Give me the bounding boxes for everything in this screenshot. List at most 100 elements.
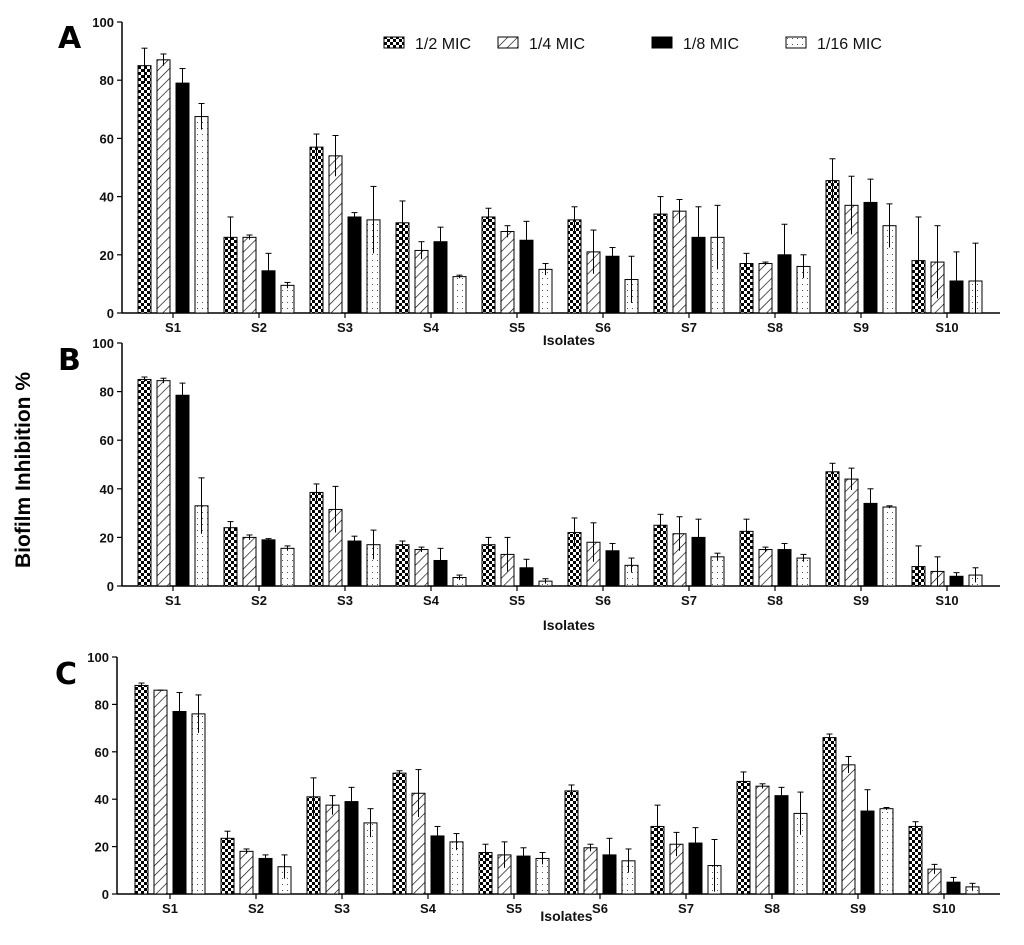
- bar-s3-hatch: [325, 804, 340, 895]
- x-tick-label: S4: [420, 901, 437, 916]
- legend-label: 1/2 MIC: [415, 36, 471, 53]
- x-axis-label: Isolates: [543, 617, 595, 633]
- legend-swatch: [497, 36, 519, 49]
- x-tick-label: S10: [932, 901, 955, 916]
- legend-swatch: [383, 36, 405, 49]
- legend: 1/2 MIC 1/4 MIC 1/8 MIC 1/16 MIC: [383, 36, 882, 53]
- panel-letter: B: [58, 343, 81, 378]
- legend-item-dots: 1/16 MIC: [785, 36, 882, 53]
- y-tick-label: 80: [100, 385, 114, 400]
- y-tick-label: 40: [100, 190, 114, 205]
- panel-letter: A: [58, 21, 82, 56]
- bar-s1-hatch: [156, 59, 171, 314]
- y-tick-label: 100: [92, 336, 114, 351]
- x-tick-label: S2: [251, 320, 267, 335]
- y-tick-label: 0: [107, 579, 114, 594]
- bar-s2-solid: [258, 857, 273, 895]
- legend-item-hatch: 1/4 MIC: [497, 36, 585, 53]
- bar-s8-solid: [774, 795, 789, 895]
- bar-s1-checker: [137, 378, 152, 587]
- x-tick-label: S2: [251, 593, 267, 608]
- bar-s1-solid: [175, 394, 190, 587]
- bar-s4-checker: [392, 772, 407, 895]
- x-tick-label: S7: [681, 593, 697, 608]
- bar-s6-checker: [567, 219, 582, 314]
- bar-s2-solid: [261, 539, 276, 587]
- bar-s8-dots: [796, 557, 811, 587]
- x-tick-label: S9: [853, 593, 869, 608]
- legend-swatch: [651, 36, 673, 49]
- bar-s4-dots: [452, 276, 467, 314]
- legend-item-checker: 1/2 MIC: [383, 36, 471, 53]
- x-tick-label: S10: [935, 320, 958, 335]
- bar-s2-hatch: [242, 536, 257, 587]
- legend-label: 1/16 MIC: [817, 36, 882, 53]
- legend-swatch: [785, 36, 807, 49]
- x-tick-label: S3: [337, 593, 353, 608]
- legend-label: 1/4 MIC: [529, 36, 585, 53]
- y-tick-label: 40: [100, 482, 114, 497]
- bar-s9-dots: [882, 506, 897, 587]
- bar-s2-hatch: [242, 236, 257, 314]
- bar-s7-dots: [710, 556, 725, 587]
- y-tick-label: 0: [107, 306, 114, 321]
- bar-s1-dots: [194, 116, 209, 314]
- bar-s3-solid: [347, 540, 362, 587]
- bar-s2-checker: [223, 527, 238, 587]
- bar-s9-hatch: [844, 478, 859, 587]
- y-axis-label: Biofilm Inhibition %: [12, 372, 35, 568]
- x-tick-label: S6: [592, 901, 608, 916]
- bar-s5-dots: [538, 268, 553, 314]
- y-tick-label: 100: [92, 15, 114, 30]
- bar-s3-solid: [347, 216, 362, 314]
- x-tick-label: S4: [423, 320, 440, 335]
- bar-s1-checker: [137, 65, 152, 314]
- bar-s6-checker: [564, 790, 579, 895]
- x-tick-label: S5: [506, 901, 522, 916]
- y-tick-label: 60: [100, 433, 114, 448]
- x-tick-label: S5: [509, 320, 525, 335]
- x-tick-label: S5: [509, 593, 525, 608]
- x-tick-label: S1: [162, 901, 178, 916]
- legend-label: 1/8 MIC: [683, 36, 739, 53]
- x-axis-label: Isolates: [543, 332, 595, 348]
- bar-s1-dots: [191, 713, 206, 895]
- x-tick-label: S9: [850, 901, 866, 916]
- bar-s2-dots: [280, 284, 295, 314]
- bar-s4-checker: [395, 544, 410, 587]
- bar-s8-checker: [736, 780, 751, 895]
- bar-s1-solid: [172, 711, 187, 895]
- y-tick-label: 100: [87, 650, 109, 665]
- y-tick-label: 60: [100, 131, 114, 146]
- bar-s5-checker: [481, 216, 496, 314]
- bar-s3-hatch: [328, 155, 343, 314]
- panel-c: C 0 20 40 60 80 100 S1 S2 S3 S4 S5 S6 S7 S8 S9 S10 Isolat…: [55, 650, 1000, 924]
- bar-s2-checker: [220, 837, 235, 895]
- bar-s4-hatch: [414, 249, 429, 314]
- bar-s2-hatch: [239, 850, 254, 895]
- bar-s1-hatch: [153, 689, 168, 895]
- bar-s3-checker: [309, 146, 324, 314]
- bar-s4-hatch: [414, 549, 429, 587]
- panel-letter: C: [55, 657, 77, 692]
- bar-s3-checker: [309, 491, 324, 587]
- y-tick-label: 40: [95, 792, 109, 807]
- bar-s6-hatch: [583, 847, 598, 895]
- x-tick-label: S2: [248, 901, 264, 916]
- bar-s7-hatch: [672, 210, 687, 314]
- bar-s9-checker: [825, 471, 840, 587]
- y-tick-label: 20: [95, 840, 109, 855]
- x-tick-label: S8: [764, 901, 780, 916]
- bar-s10-checker: [908, 825, 923, 895]
- x-tick-label: S3: [334, 901, 350, 916]
- x-tick-label: S3: [337, 320, 353, 335]
- x-tick-label: S7: [678, 901, 694, 916]
- bar-s9-dots: [879, 808, 894, 895]
- bar-s2-dots: [280, 547, 295, 587]
- bar-s5-hatch: [500, 231, 515, 314]
- y-tick-label: 20: [100, 248, 114, 263]
- legend-item-solid: 1/8 MIC: [651, 36, 739, 53]
- bar-s1-checker: [134, 684, 149, 895]
- x-tick-label: S8: [767, 593, 783, 608]
